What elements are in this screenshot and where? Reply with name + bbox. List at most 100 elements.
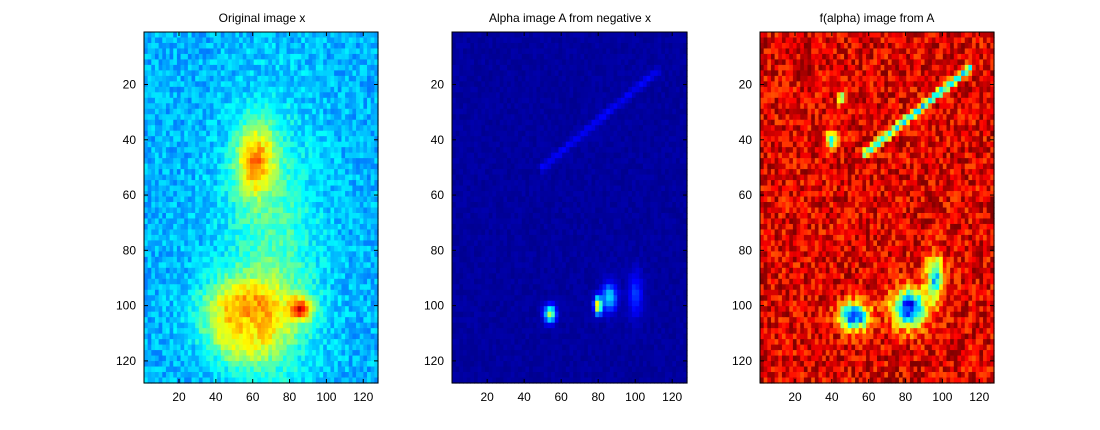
heatmap-cell [319, 223, 324, 231]
heatmap-cell [359, 262, 364, 269]
heatmap-cell [569, 75, 574, 82]
heatmap-cell [253, 267, 258, 274]
heatmap-cell [162, 289, 167, 296]
heatmap-cell [558, 81, 563, 88]
heatmap-cell [370, 245, 375, 252]
heatmap-cell [510, 48, 516, 55]
heatmap-cell [551, 48, 556, 55]
heatmap-cell [470, 103, 475, 110]
heatmap-cell [374, 317, 379, 324]
y-tick-label: 20 [123, 78, 137, 92]
heatmap-cell [359, 191, 364, 198]
heatmap-cell [264, 328, 269, 335]
heatmap-cell [282, 306, 288, 313]
heatmap-cell [348, 262, 354, 269]
heatmap-cell [617, 70, 622, 77]
heatmap-cell [282, 339, 288, 346]
heatmap-cell [257, 317, 262, 324]
heatmap-cell [286, 306, 291, 313]
heatmap-cell [195, 372, 200, 379]
heatmap-cell [206, 300, 211, 307]
heatmap-cell [257, 42, 262, 50]
heatmap-cell [224, 152, 229, 159]
heatmap-cell [352, 86, 357, 93]
heatmap-cell [290, 32, 295, 39]
heatmap-cell [304, 158, 310, 165]
heatmap-cell [180, 218, 185, 225]
heatmap-cell [359, 322, 364, 329]
heatmap-cell [359, 114, 364, 121]
heatmap-cell [213, 229, 218, 236]
heatmap-cell [151, 218, 156, 225]
heatmap-cell [352, 81, 357, 88]
heatmap-cell [235, 240, 240, 247]
heatmap-cell [341, 333, 346, 340]
heatmap-cell [271, 114, 277, 121]
heatmap-cell [525, 59, 530, 66]
heatmap-cell [158, 229, 163, 236]
heatmap-cell [492, 48, 497, 55]
heatmap-cell [224, 97, 229, 104]
heatmap-cell [257, 130, 262, 137]
heatmap-cell [268, 59, 273, 66]
heatmap-cell [326, 97, 332, 104]
heatmap-cell [239, 92, 244, 99]
heatmap-cell [290, 202, 295, 209]
heatmap-cell [297, 234, 302, 241]
heatmap-cell [326, 344, 332, 351]
heatmap-cell [198, 377, 204, 384]
heatmap-cell [239, 163, 244, 170]
heatmap-cell [374, 212, 379, 220]
heatmap-cell [356, 300, 361, 307]
heatmap-cell [151, 174, 156, 181]
heatmap-cell [268, 377, 273, 384]
heatmap-cell [184, 306, 189, 313]
heatmap-cell [290, 333, 295, 340]
heatmap-cell [301, 97, 306, 104]
heatmap-cell [356, 355, 361, 362]
heatmap-cell [162, 158, 167, 165]
heatmap-cell [374, 75, 379, 82]
heatmap-cell [184, 75, 189, 82]
heatmap-cell [231, 53, 237, 61]
heatmap-cell [165, 256, 171, 263]
heatmap-cell [620, 92, 626, 99]
heatmap-cell [297, 245, 302, 252]
heatmap-cell [220, 86, 226, 93]
heatmap-cell [337, 344, 343, 351]
heatmap-cell [268, 372, 273, 379]
heatmap-cell [319, 202, 324, 209]
heatmap-cell [304, 97, 310, 104]
heatmap-cell [312, 136, 317, 143]
heatmap-cell [173, 119, 178, 126]
heatmap-cell [144, 75, 149, 82]
heatmap-cell [154, 185, 160, 192]
heatmap-cell [602, 37, 607, 44]
heatmap-cell [220, 273, 226, 280]
heatmap-cell [628, 37, 633, 44]
heatmap-cell [261, 103, 266, 110]
heatmap-cell [239, 289, 244, 296]
heatmap-cell [158, 196, 163, 203]
heatmap-cell [144, 108, 149, 115]
heatmap-cell [613, 97, 618, 104]
heatmap-cell [213, 234, 218, 241]
heatmap-cell [348, 333, 354, 340]
heatmap-cell [220, 361, 226, 368]
heatmap-cell [532, 75, 538, 82]
heatmap-cell [558, 70, 563, 77]
heatmap-cell [191, 361, 196, 368]
heatmap-cell [162, 169, 167, 176]
heatmap-cell [301, 317, 306, 324]
heatmap-cell [606, 64, 611, 71]
heatmap-cell [195, 377, 200, 384]
heatmap-cell [147, 180, 152, 187]
heatmap-cell [165, 306, 171, 313]
heatmap-cell [191, 42, 196, 50]
heatmap-cell [271, 119, 277, 126]
heatmap-cell [290, 273, 295, 280]
heatmap-cell [176, 37, 182, 44]
heatmap-cell [290, 163, 295, 170]
heatmap-cell [165, 333, 171, 340]
heatmap-cell [162, 377, 167, 384]
